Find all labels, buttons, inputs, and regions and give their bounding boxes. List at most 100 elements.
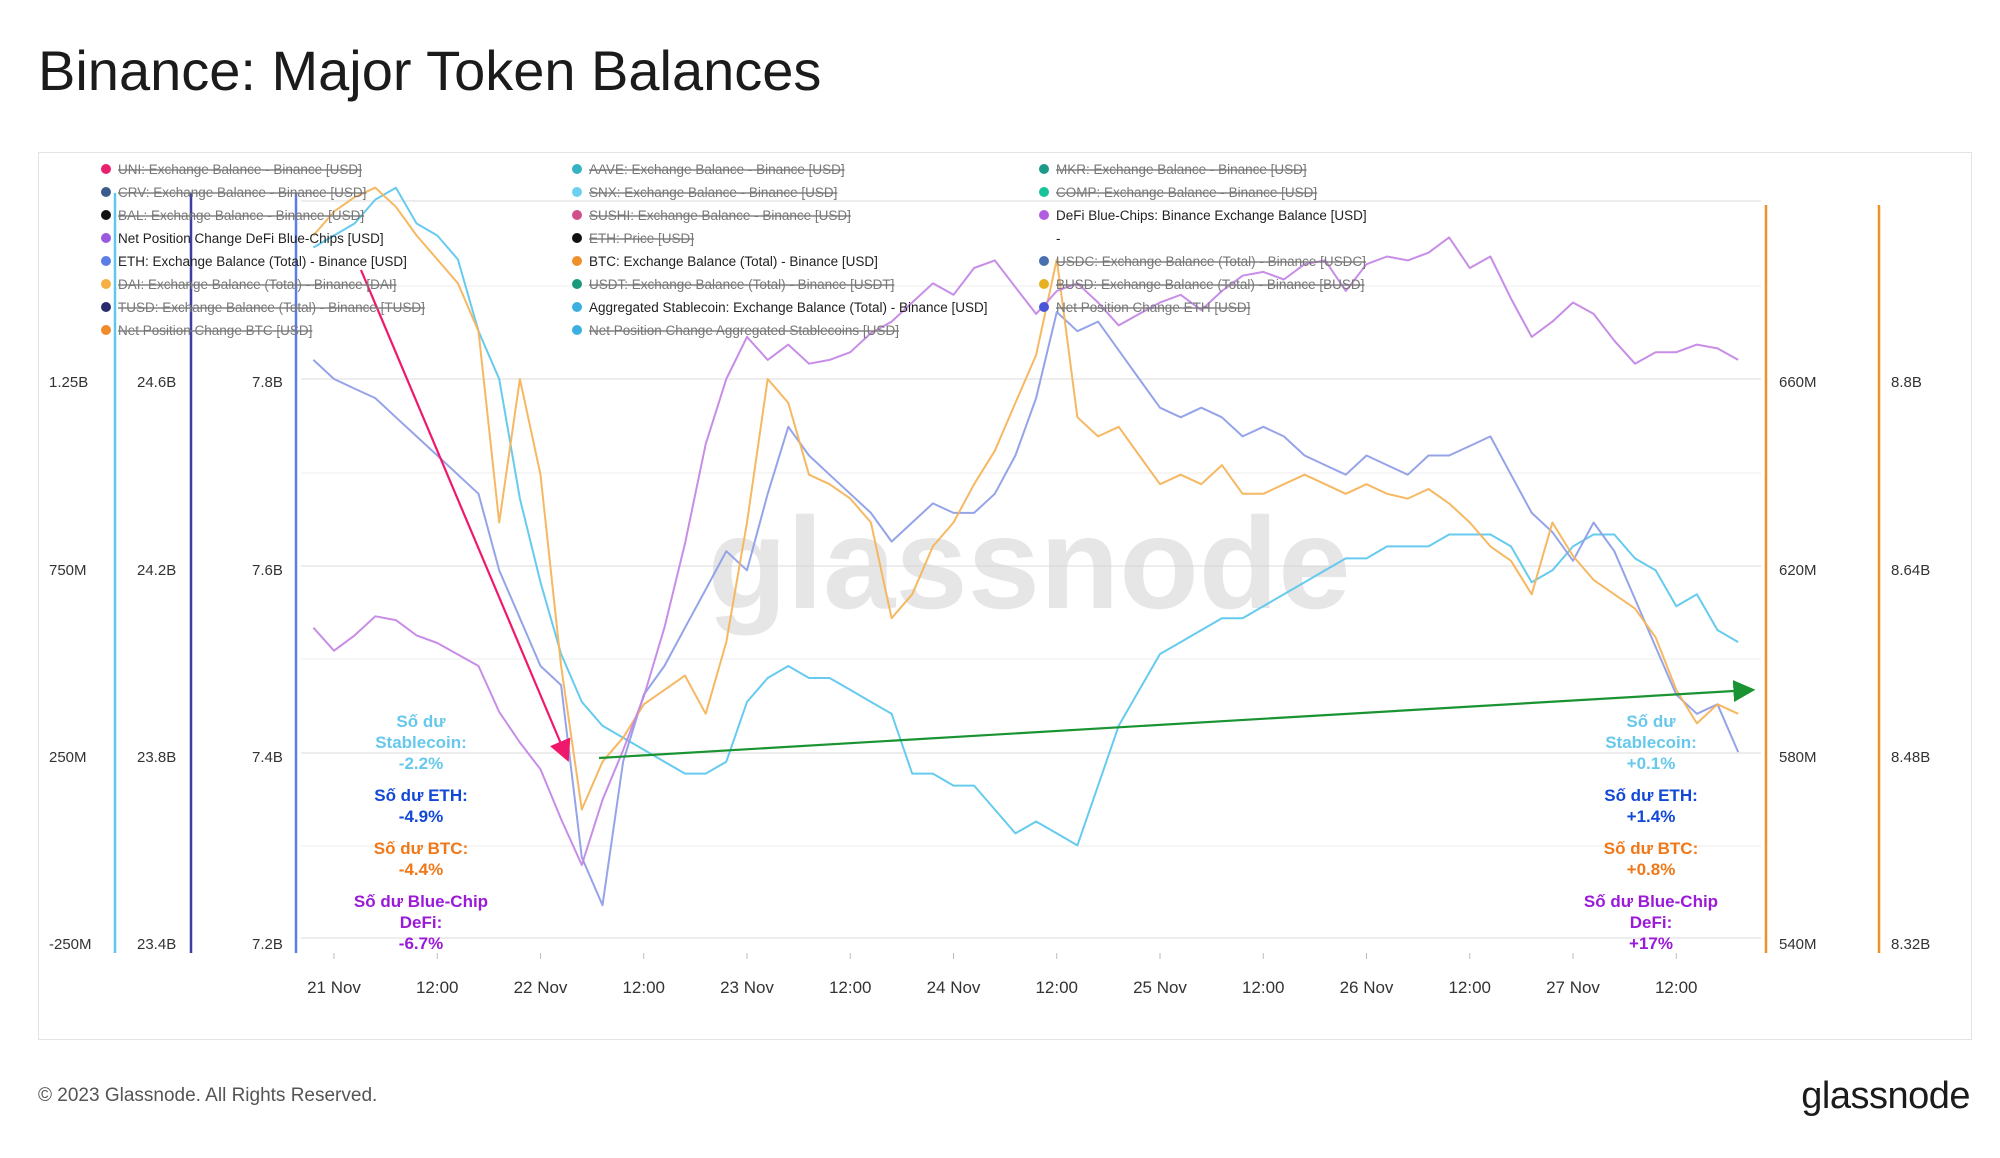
legend-item-label: ETH: Price [USD] bbox=[589, 231, 694, 246]
legend-item-label: Net Position Change DeFi Blue-Chips [USD… bbox=[118, 231, 384, 246]
annotation-right-ann_eth: +1.4% bbox=[1627, 807, 1676, 826]
x-tick-label: 12:00 bbox=[1655, 978, 1698, 997]
series-line-defi bbox=[312, 236, 1739, 866]
legend-item-label: BUSD: Exchange Balance (Total) - Binance… bbox=[1056, 277, 1364, 292]
annotation-right-ann_btc: Số dư BTC: bbox=[1604, 839, 1698, 858]
legend-item-label: USDT: Exchange Balance (Total) - Binance… bbox=[589, 277, 894, 292]
legend-marker bbox=[572, 187, 582, 197]
annotation-left-ann_eth: -4.9% bbox=[399, 807, 443, 826]
legend-marker bbox=[1039, 187, 1049, 197]
legend-marker bbox=[101, 256, 111, 266]
legend-marker bbox=[572, 233, 582, 243]
legend-item-label: COMP: Exchange Balance - Binance [USD] bbox=[1056, 185, 1317, 200]
legend-item-label: DeFi Blue-Chips: Binance Exchange Balanc… bbox=[1056, 208, 1367, 223]
y-tick-label: 580M bbox=[1779, 749, 1817, 766]
legend-marker bbox=[101, 325, 111, 335]
y-tick-label: 8.32B bbox=[1891, 936, 1930, 953]
series-line-stable bbox=[312, 186, 1739, 847]
series-line-eth bbox=[312, 311, 1740, 907]
x-tick-label: 12:00 bbox=[1448, 978, 1491, 997]
annotation-left-ann_eth: Số dư ETH: bbox=[374, 786, 468, 805]
y-tick-label: 620M bbox=[1779, 562, 1817, 579]
x-tick-label: 26 Nov bbox=[1340, 978, 1394, 997]
legend-item-label: Net Position Change Aggregated Stablecoi… bbox=[589, 323, 899, 338]
x-tick-label: 23 Nov bbox=[720, 978, 774, 997]
legend-marker bbox=[1039, 164, 1049, 174]
annotation-right-ann_stable: +0.1% bbox=[1627, 754, 1676, 773]
annotation-left-ann_btc: Số dư BTC: bbox=[374, 839, 468, 858]
y-tick-label: 7.4B bbox=[252, 749, 283, 766]
legend-marker bbox=[101, 164, 111, 174]
y-tick-label: 8.8B bbox=[1891, 374, 1922, 391]
legend-item-label: DAI: Exchange Balance (Total) - Binance … bbox=[118, 277, 396, 292]
legend-item-label: MKR: Exchange Balance - Binance [USD] bbox=[1056, 162, 1307, 177]
legend-marker bbox=[572, 164, 582, 174]
legend-marker bbox=[1039, 210, 1049, 220]
legend-marker bbox=[572, 279, 582, 289]
y-tick-label: 660M bbox=[1779, 374, 1817, 391]
legend-marker bbox=[1039, 256, 1049, 266]
legend-item-label: Aggregated Stablecoin: Exchange Balance … bbox=[589, 300, 987, 315]
y-tick-label: 7.6B bbox=[252, 562, 283, 579]
y-tick-label: 1.25B bbox=[49, 374, 88, 391]
legend-marker bbox=[572, 302, 582, 312]
series-line-btc bbox=[312, 186, 1739, 811]
y-tick-label: 23.4B bbox=[137, 936, 176, 953]
legend-item-label: - bbox=[1056, 231, 1061, 246]
x-tick-label: 12:00 bbox=[622, 978, 665, 997]
decline-arrow bbox=[359, 269, 571, 763]
recovery-arrow bbox=[598, 680, 1756, 760]
legend-item-label: ETH: Exchange Balance (Total) - Binance … bbox=[118, 254, 407, 269]
copyright-footer: © 2023 Glassnode. All Rights Reserved. bbox=[38, 1085, 378, 1106]
annotation-right-ann_stable: Stablecoin: bbox=[1605, 733, 1697, 752]
annotation-left-ann_defi: DeFi: bbox=[400, 913, 443, 932]
legend-marker bbox=[1039, 279, 1049, 289]
annotation-left-ann_defi: -6.7% bbox=[399, 934, 443, 953]
y-tick-label: 540M bbox=[1779, 936, 1817, 953]
y-tick-label: 23.8B bbox=[137, 749, 176, 766]
annotation-left-ann_btc: -4.4% bbox=[399, 860, 443, 879]
x-tick-label: 24 Nov bbox=[927, 978, 981, 997]
legend-item-label: BTC: Exchange Balance (Total) - Binance … bbox=[589, 254, 878, 269]
legend-item-label: AAVE: Exchange Balance - Binance [USD] bbox=[589, 162, 845, 177]
y-tick-label: -250M bbox=[49, 936, 92, 953]
x-tick-label: 21 Nov bbox=[307, 978, 361, 997]
y-tick-label: 8.48B bbox=[1891, 749, 1930, 766]
legend-item-label: TUSD: Exchange Balance (Total) - Binance… bbox=[118, 300, 425, 315]
x-tick-label: 12:00 bbox=[1035, 978, 1078, 997]
y-tick-label: 8.64B bbox=[1891, 562, 1930, 579]
chart-svg: glassnode -250M 250M 750M 1.25B 23.4B 23.8B 24.… bbox=[49, 162, 1930, 997]
legend-item-label: CRV: Exchange Balance - Binance [USD] bbox=[118, 185, 366, 200]
annotation-left-ann_stable: Stablecoin: bbox=[375, 733, 467, 752]
legend-marker bbox=[572, 325, 582, 335]
annotation-left-ann_stable: -2.2% bbox=[399, 754, 443, 773]
y-tick-label: 250M bbox=[49, 749, 87, 766]
annotation-left-ann_defi: Số dư Blue-Chip bbox=[354, 892, 488, 911]
x-tick-label: 22 Nov bbox=[514, 978, 568, 997]
glassnode-logo: glassnode bbox=[1801, 1075, 1970, 1117]
legend-marker bbox=[101, 279, 111, 289]
legend-marker bbox=[101, 187, 111, 197]
annotation-right-ann_eth: Số dư ETH: bbox=[1604, 786, 1698, 805]
legend-marker bbox=[1039, 302, 1049, 312]
x-tick-label: 12:00 bbox=[416, 978, 459, 997]
legend-marker bbox=[572, 256, 582, 266]
legend-marker bbox=[101, 233, 111, 243]
legend-marker bbox=[572, 210, 582, 220]
legend-item-label: Net Position Change ETH [USD] bbox=[1056, 300, 1250, 315]
legend-item-label: BAL: Exchange Balance - Binance [USD] bbox=[118, 208, 364, 223]
x-tick-label: 25 Nov bbox=[1133, 978, 1187, 997]
annotation-right-ann_stable: Số dư bbox=[1626, 712, 1676, 731]
x-tick-label: 27 Nov bbox=[1546, 978, 1600, 997]
legend-item-label: UNI: Exchange Balance - Binance [USD] bbox=[118, 162, 362, 177]
watermark-text: glassnode bbox=[708, 490, 1351, 636]
x-tick-label: 12:00 bbox=[1242, 978, 1285, 997]
chart-panel: glassnode -250M 250M 750M 1.25B 23.4B 23.8B 24.… bbox=[38, 152, 1972, 1040]
y-tick-label: 7.8B bbox=[252, 374, 283, 391]
legend-marker bbox=[101, 302, 111, 312]
annotation-right-ann_defi: DeFi: bbox=[1630, 913, 1673, 932]
legend-item-label: SNX: Exchange Balance - Binance [USD] bbox=[589, 185, 837, 200]
x-tick-label: 12:00 bbox=[829, 978, 872, 997]
legend-item-label: USDC: Exchange Balance (Total) - Binance… bbox=[1056, 254, 1366, 269]
y-tick-label: 750M bbox=[49, 562, 87, 579]
